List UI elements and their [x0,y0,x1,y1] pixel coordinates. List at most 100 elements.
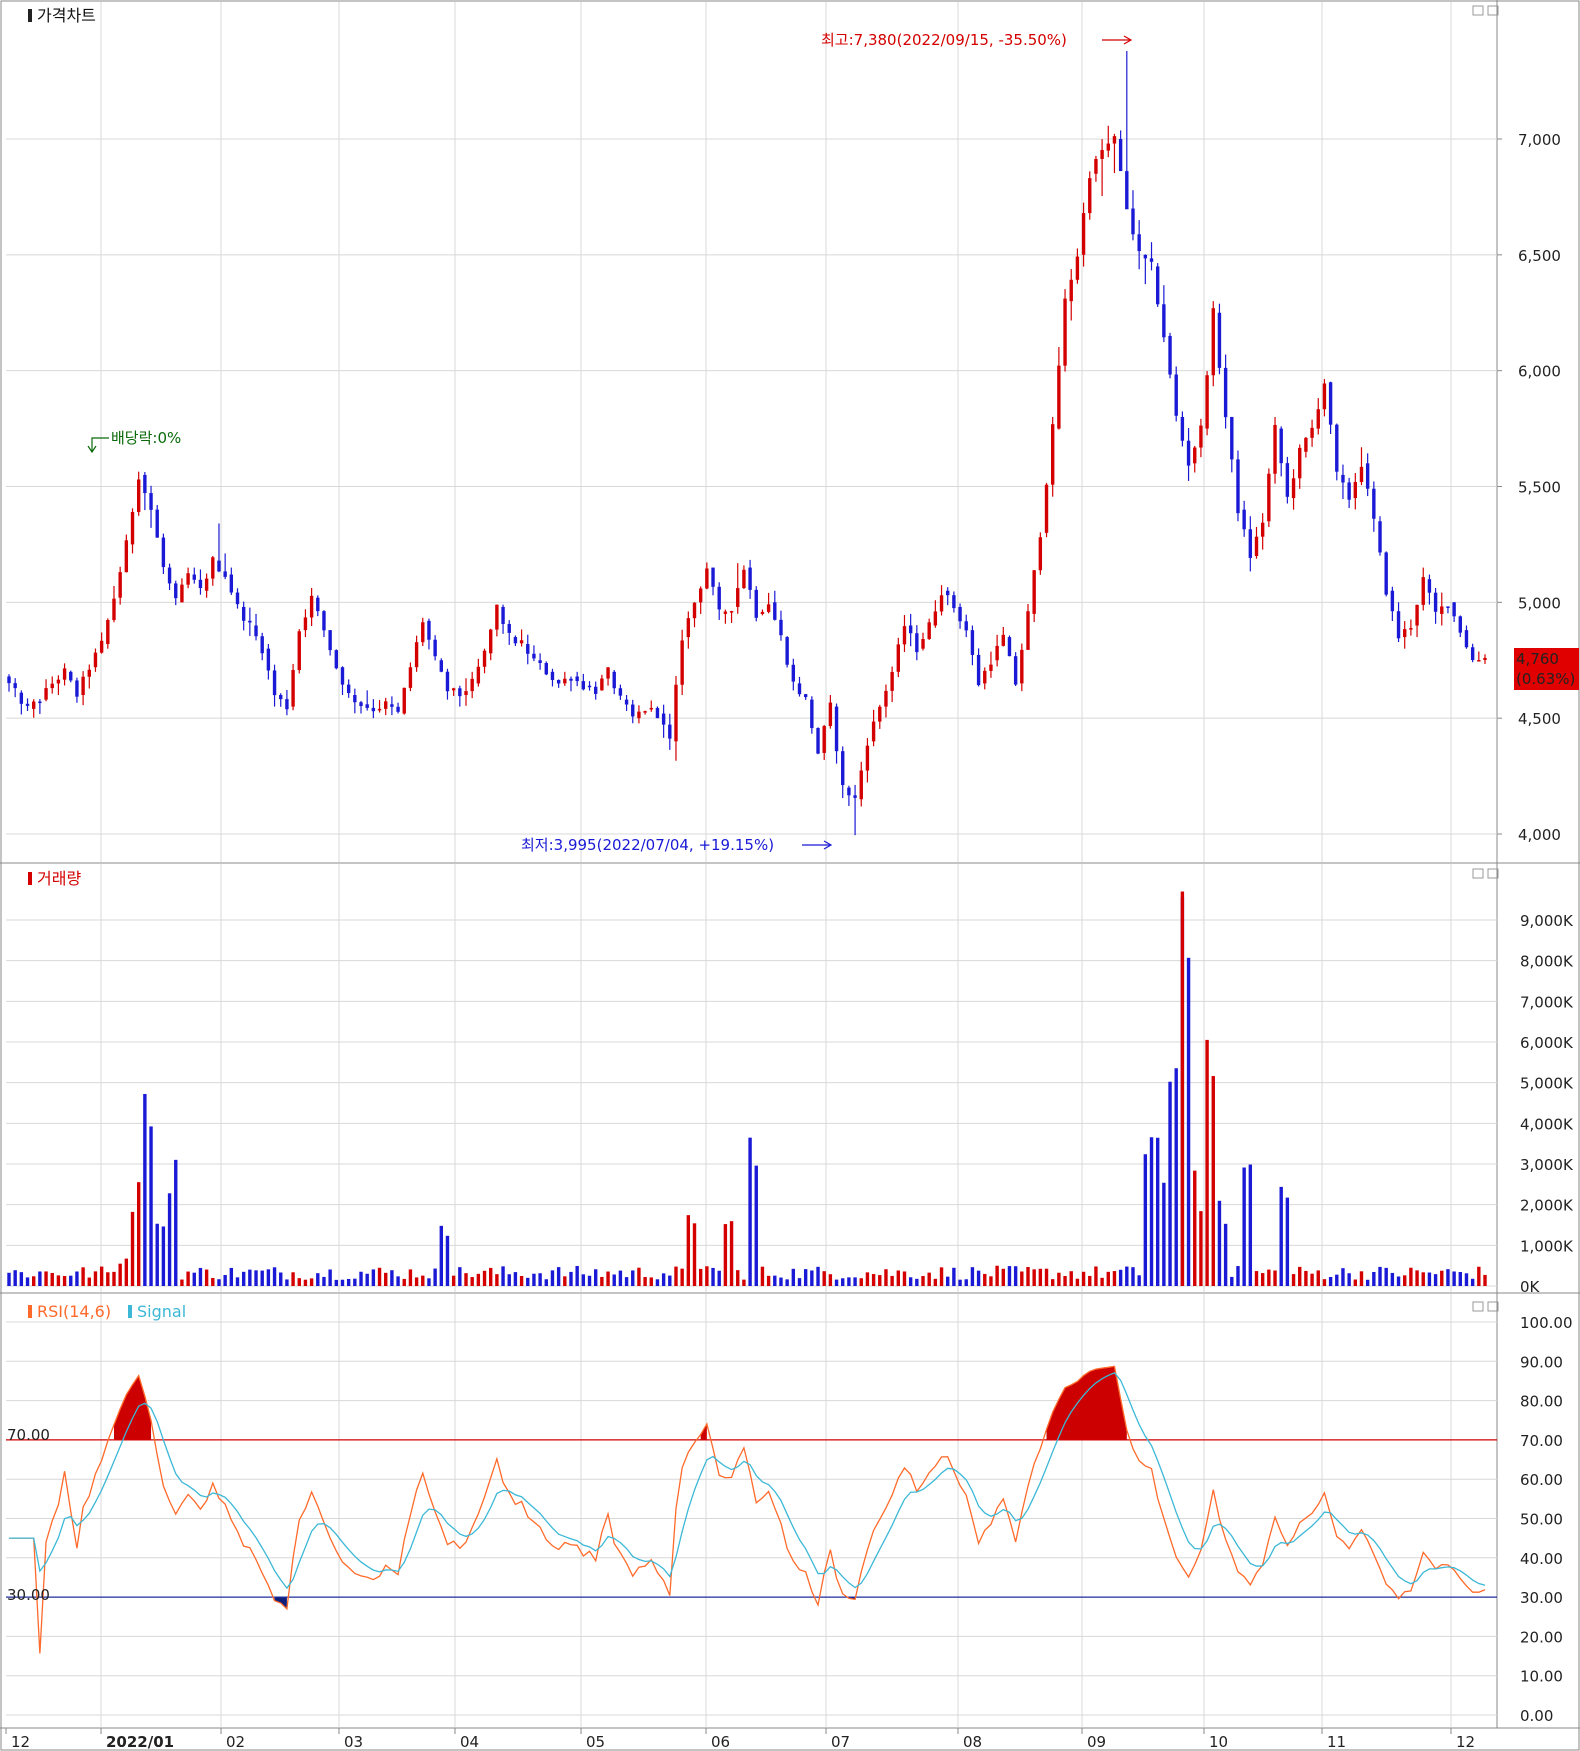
price-panel-buttons[interactable] [1472,5,1499,16]
price-candle [729,610,734,623]
volume-bar [1365,1279,1370,1286]
price-tick-label: 7,000 [1518,131,1561,149]
price-candle [1106,125,1110,158]
price-candle [550,668,555,687]
rsi-lines [6,1365,1497,1654]
price-candle [655,706,660,719]
rsi-panel-buttons[interactable] [1472,1301,1499,1312]
volume-bar [489,1267,493,1286]
volume-bar [1260,1273,1265,1286]
x-tick-label: 12 [1456,1733,1475,1751]
price-candle [1168,332,1172,379]
signal-line [9,1372,1486,1590]
volume-bar [841,1278,845,1286]
price-candle [180,578,184,603]
price-candle [890,666,894,703]
price-candle [964,614,968,638]
volume-bar [729,1221,734,1286]
volume-bar [581,1274,586,1286]
price-candle [1273,417,1277,484]
price-candle [544,661,548,676]
price-candle [75,677,79,703]
volume-bar [908,1277,913,1286]
volume-bar [766,1275,771,1286]
price-candle [211,556,215,586]
volume-bar [1088,1275,1092,1286]
volume-bar [526,1277,530,1286]
price-candle [266,644,271,680]
volume-bar [458,1267,462,1286]
price-candle [841,746,845,799]
price-candle [828,695,833,729]
volume-bar [649,1277,653,1286]
volume-bar [643,1277,647,1286]
date-x-axis: 12 2022/01 02 03 04 05 06 07 08 09 10 11 12 [5,1728,1475,1751]
price-candle [1044,482,1049,538]
volume-bar [519,1275,524,1286]
volume-bar [569,1271,573,1286]
volume-bar [970,1267,975,1286]
price-candle [1038,532,1043,575]
price-candle [538,653,542,670]
price-candle [1242,500,1246,537]
volume-tick-label: 4,000K [1520,1115,1574,1133]
price-candle [25,698,30,711]
volume-bar [674,1266,678,1286]
price-candle [631,699,635,724]
volume-bar [1298,1266,1302,1286]
price-tick-label: 6,000 [1518,363,1561,381]
price-candle [760,609,765,616]
volume-bar [1162,1182,1166,1286]
volume-bar [217,1279,221,1286]
price-candle [1477,651,1481,662]
volume-bar [451,1275,456,1286]
price-candle [1316,398,1320,435]
price-candle [785,636,789,668]
volume-title-marker [28,872,32,885]
volume-bar [235,1277,240,1286]
price-candle [1057,347,1061,430]
price-candle [983,667,987,690]
volume-tick-label: 3,000K [1520,1156,1574,1174]
volume-bar [692,1223,697,1286]
price-candle [803,693,808,700]
volume-bar [328,1269,332,1286]
volume-bar [544,1279,548,1286]
price-candle [353,688,357,714]
volume-panel-title: 거래량 [37,869,81,888]
volume-bar [1396,1276,1401,1286]
price-candle [414,635,419,672]
volume-bar [1094,1266,1098,1286]
volume-bar [1335,1274,1339,1286]
price-candle [1304,436,1308,458]
volume-bar [174,1159,178,1286]
rsi-line [9,1365,1486,1654]
price-candle [501,604,505,634]
volume-bar [1149,1137,1154,1286]
volume-bar [1304,1270,1308,1286]
price-candle [581,673,586,691]
volume-bar [1427,1272,1432,1286]
low-annotation: 최저:3,995(2022/07/04, +19.15%) [521,836,774,854]
volume-bar [50,1272,54,1286]
price-candle [346,679,351,698]
rsi-title-marker [28,1305,32,1318]
volume-tick-label: 0K [1520,1278,1541,1296]
price-candle [1193,445,1197,473]
price-candle [507,620,511,645]
price-candle [989,651,993,678]
price-candle [38,699,42,714]
volume-bar [1477,1266,1481,1286]
price-candle [1285,456,1290,504]
price-candle [192,567,196,584]
volume-panel-buttons[interactable] [1472,868,1499,879]
volume-bar [1223,1223,1228,1286]
volume-bar [816,1266,820,1286]
volume-bar [161,1226,166,1286]
volume-bar [538,1273,542,1286]
volume-bar [896,1270,901,1286]
rsi-tick-label: 80.00 [1520,1393,1563,1411]
volume-bar [1384,1267,1388,1286]
price-candle [439,658,443,673]
volume-bar [933,1278,938,1286]
